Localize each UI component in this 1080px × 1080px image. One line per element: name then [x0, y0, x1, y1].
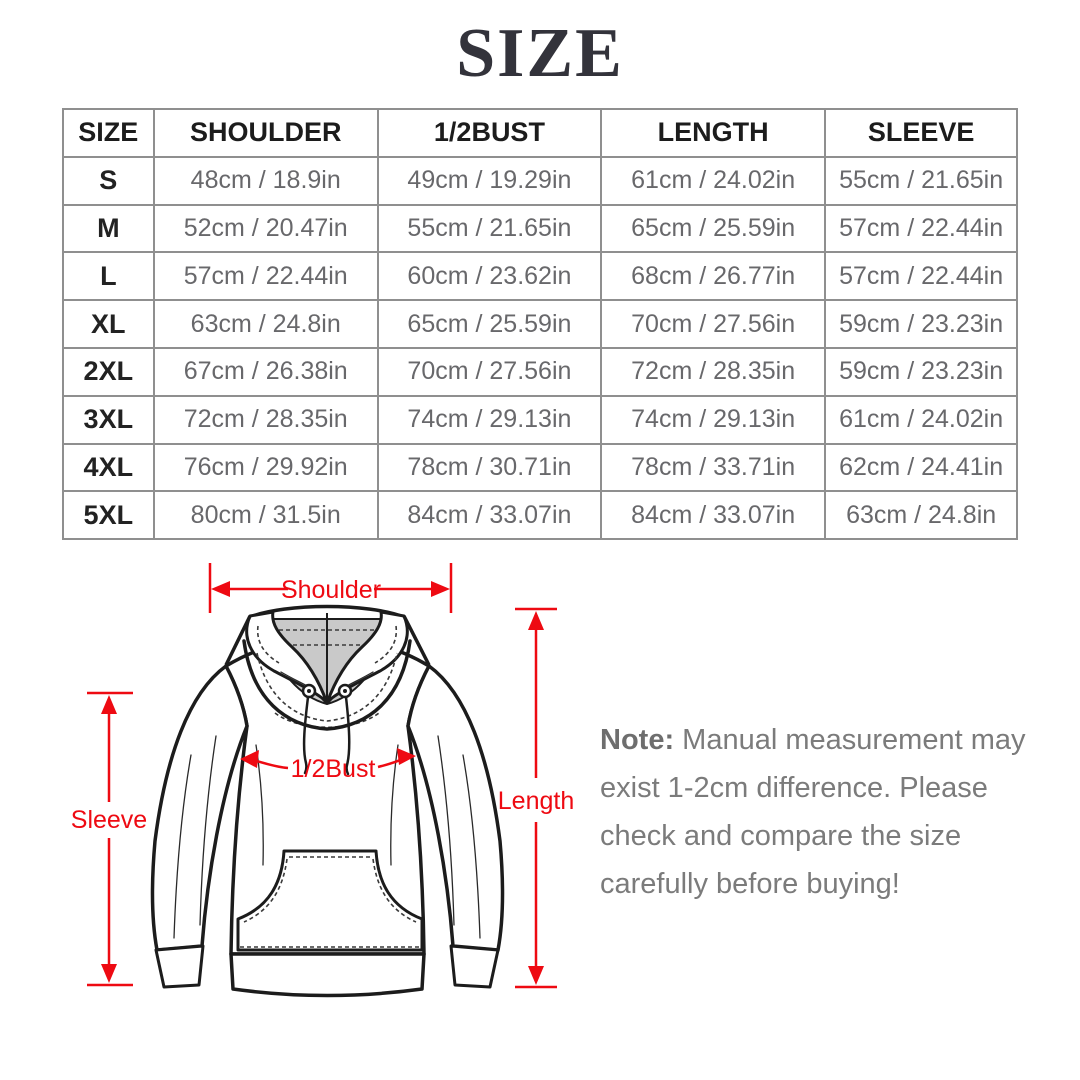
sleeve-cell: 55cm / 21.65in	[824, 155, 1018, 206]
shoulder-label: Shoulder	[281, 576, 381, 604]
drawstring-right	[344, 695, 351, 776]
header-bust: 1/2BUST	[376, 108, 603, 158]
bust-cell: 84cm / 33.07in	[376, 490, 603, 541]
header-sleeve: SLEEVE	[824, 108, 1018, 158]
bust-cell: 49cm / 19.29in	[376, 155, 603, 206]
bust-cell: 78cm / 30.71in	[376, 442, 603, 493]
shoulder-cell: 67cm / 26.38in	[152, 346, 379, 397]
shoulder-cell: 80cm / 31.5in	[152, 490, 379, 541]
size-cell: S	[62, 155, 155, 206]
table-row: L 57cm / 22.44in 60cm / 23.62in 68cm / 2…	[62, 251, 1018, 302]
bust-cell: 65cm / 25.59in	[376, 299, 603, 349]
length-cell: 84cm / 33.07in	[600, 490, 827, 541]
note-text: Manual measurement may exist 1-2cm diffe…	[600, 724, 1026, 900]
shoulder-cell: 76cm / 29.92in	[152, 442, 379, 493]
measurement-diagram: Shoulder 1/2Bust Length Sleeve	[71, 563, 574, 998]
page-title: SIZE	[456, 15, 624, 92]
sleeve-cell: 59cm / 23.23in	[824, 346, 1018, 397]
length-measure-arrow: Length	[498, 607, 574, 989]
header-shoulder: SHOULDER	[152, 108, 379, 158]
table-row: 2XL 67cm / 26.38in 70cm / 27.56in 72cm /…	[62, 346, 1018, 397]
size-cell: 5XL	[62, 490, 155, 541]
table-header-row: SIZE SHOULDER 1/2BUST LENGTH SLEEVE	[62, 108, 1018, 158]
bust-label: 1/2Bust	[291, 755, 376, 783]
shoulder-cell: 63cm / 24.8in	[152, 299, 379, 349]
sleeve-cell: 63cm / 24.8in	[824, 490, 1018, 541]
length-cell: 65cm / 25.59in	[600, 203, 827, 254]
sleeve-cell: 59cm / 23.23in	[824, 299, 1018, 349]
bust-cell: 60cm / 23.62in	[376, 251, 603, 302]
length-cell: 74cm / 29.13in	[600, 394, 827, 445]
measurement-note: Note: Manual measurement may exist 1-2cm…	[600, 716, 1046, 908]
hoodie-illustration	[150, 604, 505, 998]
table-row: M 52cm / 20.47in 55cm / 21.65in 65cm / 2…	[62, 203, 1018, 254]
length-label: Length	[498, 787, 574, 815]
table-row: 4XL 76cm / 29.92in 78cm / 30.71in 78cm /…	[62, 442, 1018, 493]
size-table: SIZE SHOULDER 1/2BUST LENGTH SLEEVE S 48…	[62, 108, 1018, 541]
shoulder-cell: 72cm / 28.35in	[152, 394, 379, 445]
sleeve-cell: 62cm / 24.41in	[824, 442, 1018, 493]
length-cell: 72cm / 28.35in	[600, 346, 827, 397]
length-cell: 61cm / 24.02in	[600, 155, 827, 206]
size-cell: 2XL	[62, 346, 155, 397]
bust-cell: 74cm / 29.13in	[376, 394, 603, 445]
sleeve-cell: 61cm / 24.02in	[824, 394, 1018, 445]
shoulder-measure-arrow: Shoulder	[208, 563, 453, 613]
size-cell: 3XL	[62, 394, 155, 445]
length-cell: 68cm / 26.77in	[600, 251, 827, 302]
length-cell: 78cm / 33.71in	[600, 442, 827, 493]
shoulder-cell: 48cm / 18.9in	[152, 155, 379, 206]
sleeve-cell: 57cm / 22.44in	[824, 203, 1018, 254]
table-row: S 48cm / 18.9in 49cm / 19.29in 61cm / 24…	[62, 155, 1018, 206]
size-cell: 4XL	[62, 442, 155, 493]
bust-measure-arrow: 1/2Bust	[240, 748, 416, 783]
size-cell: M	[62, 203, 155, 254]
size-cell: L	[62, 251, 155, 302]
shoulder-cell: 57cm / 22.44in	[152, 251, 379, 302]
size-cell: XL	[62, 299, 155, 349]
table-row: XL 63cm / 24.8in 65cm / 25.59in 70cm / 2…	[62, 299, 1018, 349]
drawstring-left	[302, 695, 310, 775]
sleeve-label: Sleeve	[71, 806, 147, 834]
header-length: LENGTH	[600, 108, 827, 158]
length-cell: 70cm / 27.56in	[600, 299, 827, 349]
shoulder-cell: 52cm / 20.47in	[152, 203, 379, 254]
sleeve-cell: 57cm / 22.44in	[824, 251, 1018, 302]
note-label: Note:	[600, 724, 675, 756]
table-row: 5XL 80cm / 31.5in 84cm / 33.07in 84cm / …	[62, 490, 1018, 541]
header-size: SIZE	[62, 108, 155, 158]
bust-cell: 70cm / 27.56in	[376, 346, 603, 397]
bust-cell: 55cm / 21.65in	[376, 203, 603, 254]
sleeve-measure-arrow: Sleeve	[71, 691, 147, 987]
table-row: 3XL 72cm / 28.35in 74cm / 29.13in 74cm /…	[62, 394, 1018, 445]
